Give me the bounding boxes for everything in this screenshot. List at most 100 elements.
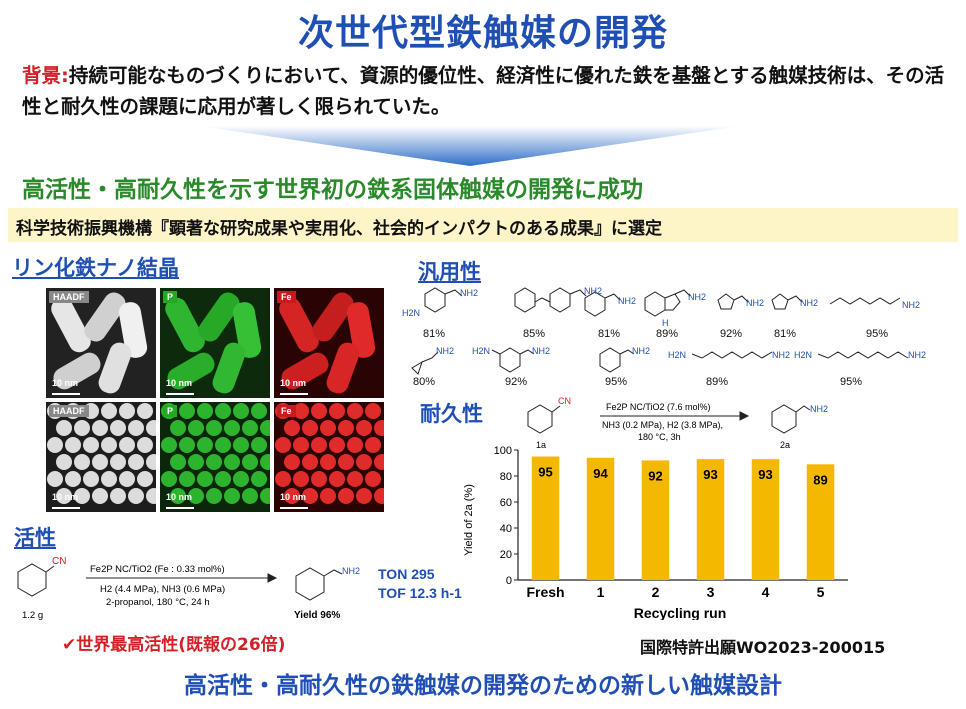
nanosphere bbox=[284, 488, 300, 504]
nanosphere bbox=[119, 471, 135, 487]
background-text: 持続可能なものづくりにおいて、資源的優位性、経済性に優れた鉄を基盤とする触媒技術… bbox=[22, 64, 945, 118]
background-label: 背景 bbox=[22, 64, 62, 87]
p-label: P bbox=[163, 291, 178, 303]
y-tick-label: 80 bbox=[500, 471, 512, 483]
x-tick-label: Fresh bbox=[526, 584, 564, 600]
haadf-label: HAADF bbox=[49, 405, 89, 417]
nanosphere bbox=[365, 403, 381, 419]
scale-bar bbox=[280, 507, 308, 509]
nanosphere bbox=[161, 471, 177, 487]
y-tick-label: 20 bbox=[500, 549, 512, 561]
nanosphere bbox=[224, 454, 240, 470]
selection-band bbox=[8, 208, 958, 242]
scale-bar bbox=[52, 393, 80, 395]
nanosphere bbox=[74, 454, 90, 470]
nanosphere bbox=[311, 437, 327, 453]
x-tick-label: 2 bbox=[652, 584, 660, 600]
nanosphere bbox=[137, 471, 153, 487]
nanosphere bbox=[242, 420, 258, 436]
h2n-label: H2N bbox=[668, 350, 686, 360]
nanosphere bbox=[47, 437, 63, 453]
durability-condition-2: 180 °C, 3h bbox=[638, 432, 681, 442]
nanosphere bbox=[293, 437, 309, 453]
ton-tof-values: TON 295 TOF 12.3 h-1 bbox=[378, 565, 462, 603]
bar bbox=[751, 459, 780, 580]
scale-label: 10 nm bbox=[52, 492, 79, 502]
bar bbox=[696, 459, 725, 580]
cn-label: CN bbox=[558, 396, 571, 406]
x-tick-label: 4 bbox=[762, 584, 770, 600]
nh2-label: NH2 bbox=[800, 298, 818, 308]
nanosphere bbox=[242, 454, 258, 470]
nanosphere bbox=[83, 437, 99, 453]
nanosphere bbox=[260, 488, 270, 504]
nanosphere bbox=[284, 454, 300, 470]
nanosphere bbox=[128, 454, 144, 470]
h2n-label: H2N bbox=[794, 350, 812, 360]
nanosphere bbox=[347, 437, 363, 453]
nanosphere bbox=[275, 437, 291, 453]
nanosphere bbox=[74, 488, 90, 504]
haadf-label: HAADF bbox=[49, 291, 89, 303]
durability-catalyst: Fe2P NC/TiO2 (7.6 mol%) bbox=[606, 402, 711, 412]
nanosphere bbox=[65, 437, 81, 453]
bar-value-label: 89 bbox=[813, 472, 827, 487]
nanosphere bbox=[110, 454, 126, 470]
y-tick-label: 40 bbox=[500, 523, 512, 535]
nanosphere bbox=[65, 471, 81, 487]
p-label: P bbox=[163, 405, 178, 417]
nanosphere bbox=[188, 488, 204, 504]
nanosphere bbox=[188, 454, 204, 470]
nanosphere bbox=[47, 471, 63, 487]
nanosphere bbox=[356, 454, 372, 470]
fe-label: Fe bbox=[277, 405, 296, 417]
nh2-label: NH2 bbox=[460, 288, 478, 298]
nanosphere bbox=[233, 471, 249, 487]
nh2-label: NH2 bbox=[584, 286, 602, 296]
nanosphere bbox=[293, 471, 309, 487]
nanosphere bbox=[311, 403, 327, 419]
haadf-rods-image: HAADF 10 nm bbox=[46, 288, 156, 398]
nh-label: H bbox=[662, 318, 669, 328]
h2n-label: H2N bbox=[472, 346, 490, 356]
substrate-yield: 81% bbox=[598, 328, 621, 340]
nh2-label: NH2 bbox=[746, 298, 764, 308]
substrate-yield: 95% bbox=[840, 376, 863, 388]
nanosphere bbox=[179, 471, 195, 487]
nanosphere bbox=[338, 454, 354, 470]
scale-label: 10 nm bbox=[280, 378, 307, 388]
nanosphere bbox=[233, 403, 249, 419]
nanosphere bbox=[92, 420, 108, 436]
nanosphere bbox=[302, 454, 318, 470]
scale-label: 10 nm bbox=[52, 378, 79, 388]
nanosphere bbox=[101, 403, 117, 419]
nanosphere bbox=[101, 471, 117, 487]
nanosphere bbox=[179, 403, 195, 419]
nanosphere bbox=[146, 488, 156, 504]
nanosphere bbox=[206, 488, 222, 504]
nanosphere bbox=[170, 420, 186, 436]
scale-bar bbox=[166, 393, 194, 395]
nanosphere bbox=[215, 437, 231, 453]
highlight-best-activity: ✔世界最高活性(既報の26倍) bbox=[62, 635, 286, 655]
haadf-spheres-image: HAADF 10 nm bbox=[46, 402, 156, 512]
nanosphere bbox=[320, 420, 336, 436]
substrate-yield: 80% bbox=[413, 376, 436, 388]
nanosphere bbox=[170, 454, 186, 470]
h2n-label: H2N bbox=[402, 308, 420, 318]
nanosphere bbox=[146, 454, 156, 470]
headline: 高活性・高耐久性を示す世界初の鉄系固体触媒の開発に成功 bbox=[22, 177, 643, 203]
nanosphere bbox=[338, 420, 354, 436]
nanosphere bbox=[311, 471, 327, 487]
y-tick-label: 0 bbox=[506, 575, 512, 587]
nanosphere bbox=[329, 437, 345, 453]
nanosphere bbox=[179, 437, 195, 453]
bar bbox=[641, 460, 670, 580]
section-nano-crystals: リン化鉄ナノ結晶 bbox=[12, 256, 179, 280]
substrate-scope-structures: H2N NH2 NH2 NH2 NH2 H NH2 NH2 NH2 NH2 H2… bbox=[402, 286, 926, 375]
cn-label: CN bbox=[52, 556, 66, 567]
nanosphere bbox=[128, 488, 144, 504]
nanosphere bbox=[329, 403, 345, 419]
substrate-yield: 89% bbox=[656, 328, 679, 340]
nanosphere bbox=[74, 420, 90, 436]
